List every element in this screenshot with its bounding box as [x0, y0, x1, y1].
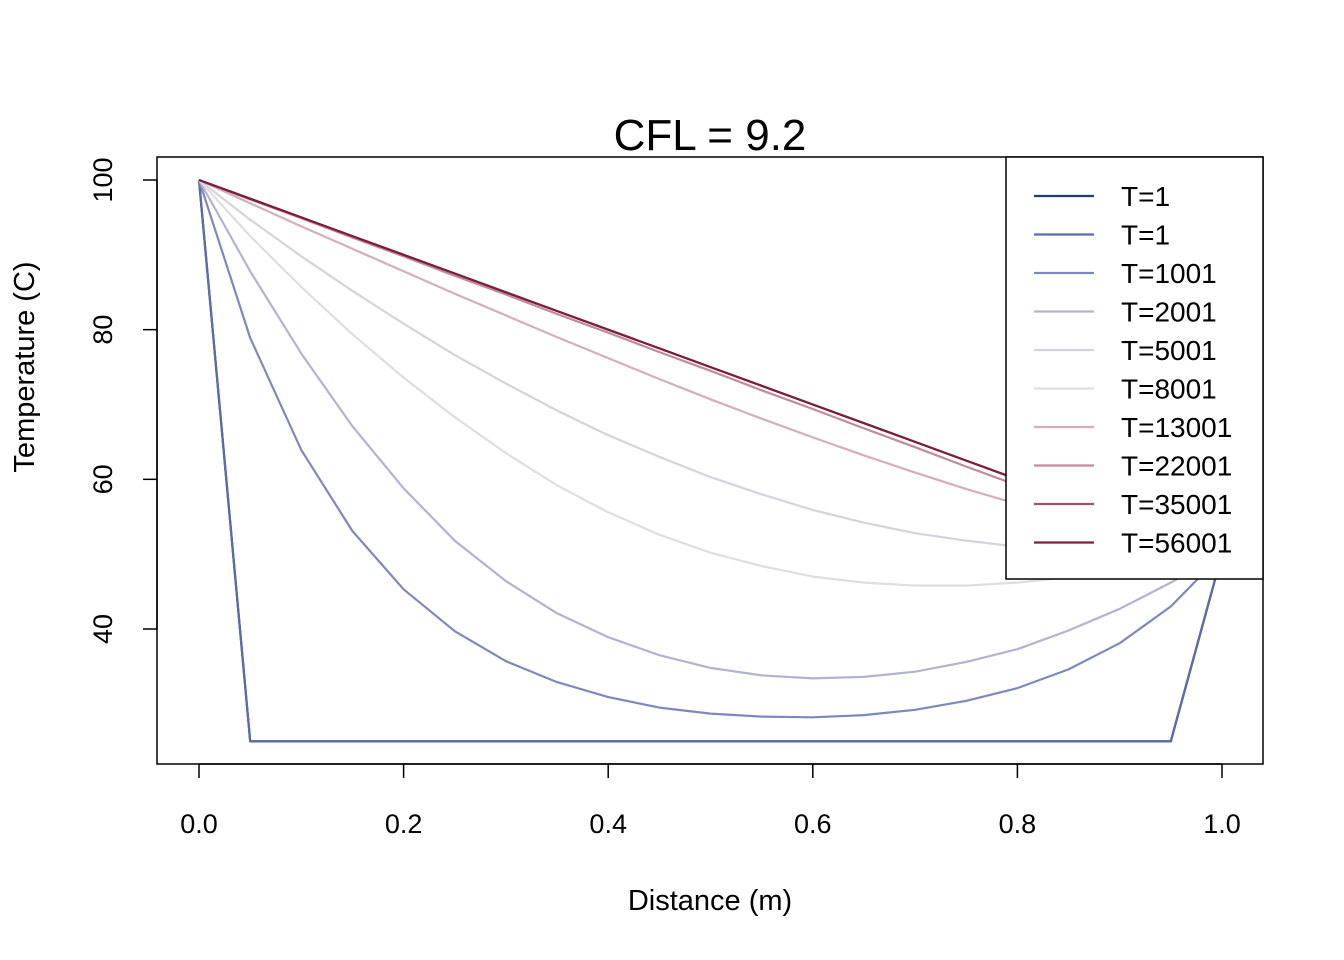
- legend-label: T=1: [1121, 220, 1170, 251]
- x-tick-label: 0.4: [589, 809, 627, 839]
- legend-label: T=1: [1121, 181, 1170, 212]
- legend-box: [1005, 156, 1264, 580]
- y-axis: 40 60 80 100: [88, 157, 158, 644]
- x-axis: 0.0 0.2 0.4 0.6 0.8 1.0: [180, 763, 1241, 839]
- x-tick-label: 1.0: [1203, 809, 1241, 839]
- legend-label: T=2001: [1121, 297, 1217, 328]
- y-tick-label: 100: [88, 157, 118, 202]
- legend-label: T=22001: [1121, 451, 1232, 482]
- legend-label: T=5001: [1121, 335, 1217, 366]
- chart-title: CFL = 9.2: [614, 111, 807, 160]
- series-line-1: [197, 179, 1224, 743]
- legend-label: T=56001: [1121, 528, 1232, 559]
- x-tick-label: 0.6: [794, 809, 832, 839]
- legend-label: T=8001: [1121, 374, 1217, 405]
- y-tick-label: 60: [88, 464, 118, 494]
- legend-label: T=35001: [1121, 489, 1232, 520]
- legend-label: T=13001: [1121, 412, 1232, 443]
- legend-label: T=1001: [1121, 258, 1217, 289]
- x-axis-label: Distance (m): [628, 885, 792, 917]
- x-tick-label: 0.0: [180, 809, 218, 839]
- legend: T=1 T=1 T=1001 T=2001 T=5001 T=8001 T=13001 T=2…: [1005, 156, 1264, 580]
- series-line-2: [197, 179, 1223, 719]
- y-tick-label: 80: [88, 315, 118, 345]
- x-tick-label: 0.8: [999, 809, 1037, 839]
- y-tick-label: 40: [88, 614, 118, 644]
- series-line-3: [198, 179, 1223, 680]
- x-tick-label: 0.2: [385, 809, 423, 839]
- y-axis-label: Temperature (C): [9, 261, 41, 472]
